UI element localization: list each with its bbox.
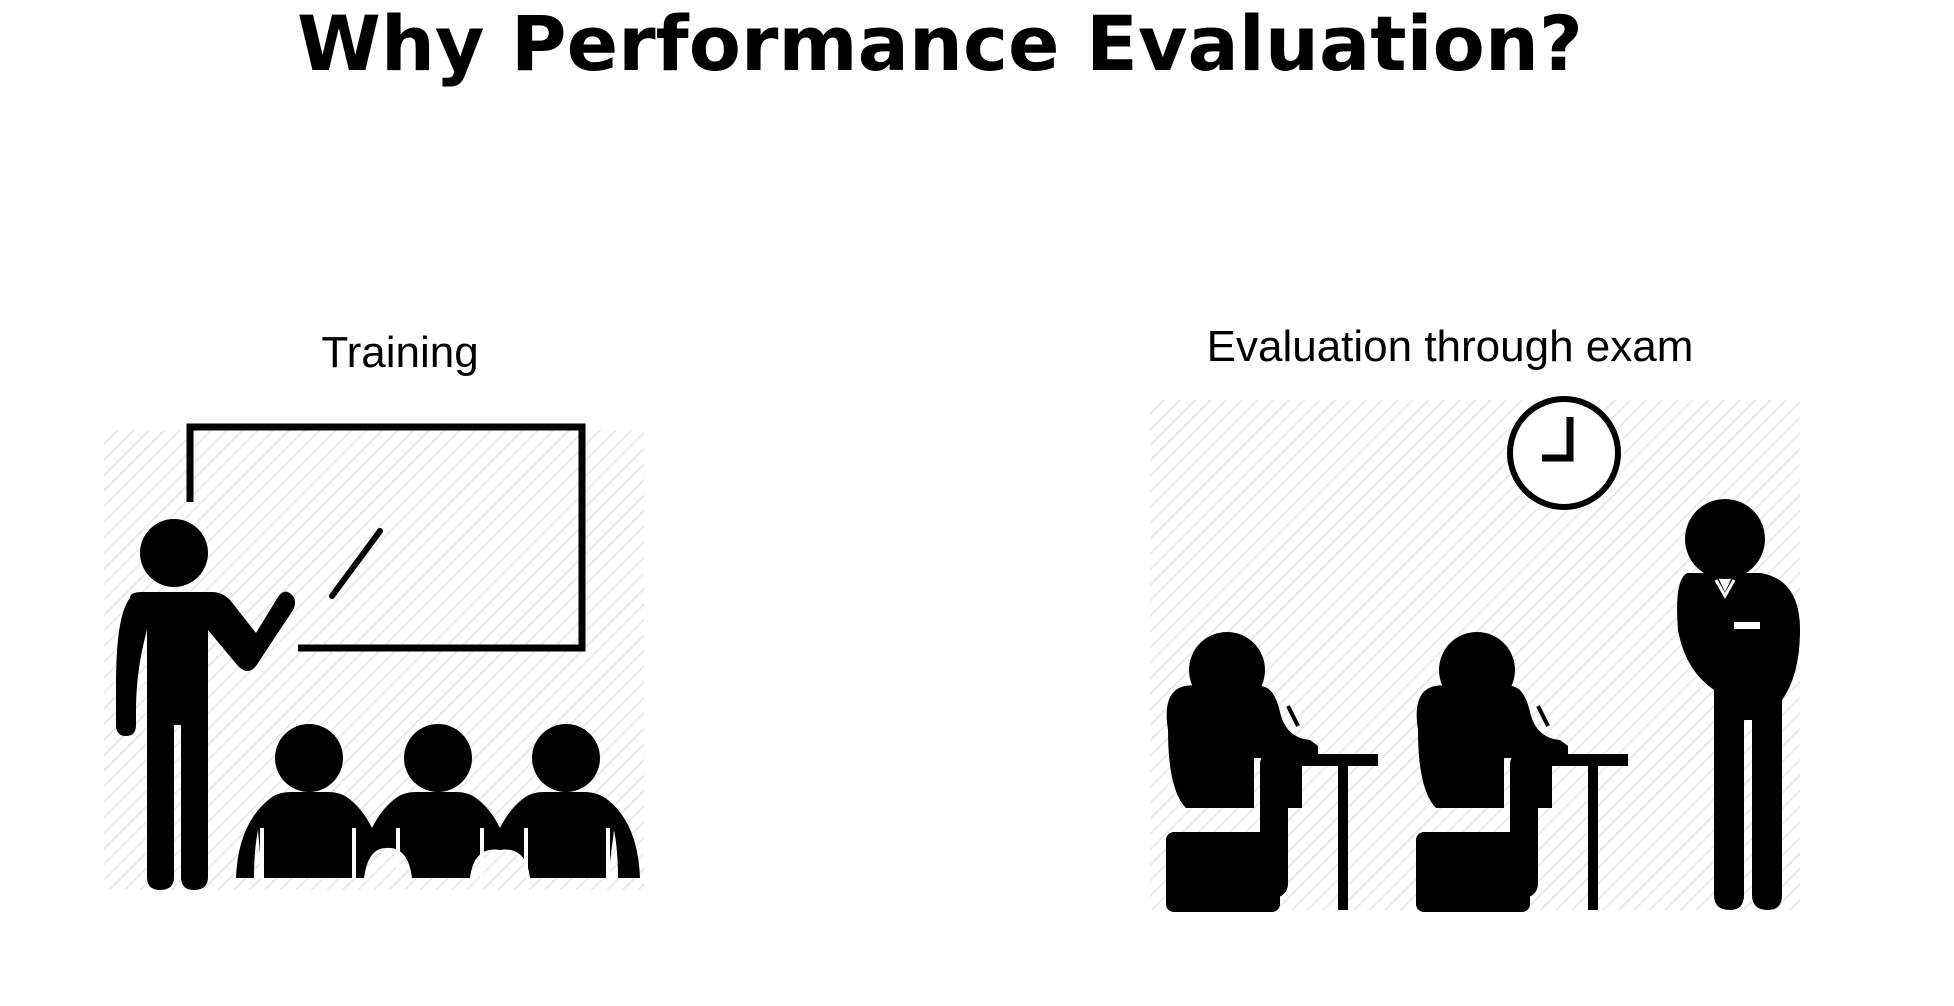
clock-icon [1507, 396, 1621, 510]
exam-student-icon [1416, 632, 1628, 912]
exam-student-icon [1166, 632, 1378, 912]
supervisor-icon [1677, 499, 1800, 910]
teacher-classroom-icon [90, 420, 660, 890]
training-illustration [116, 423, 640, 890]
teacher-icon [116, 519, 296, 890]
students-icon [236, 724, 640, 878]
exam-hall-icon [1150, 390, 1820, 915]
training-label: Training [321, 328, 479, 377]
slide-title: Why Performance Evaluation? [296, 0, 1584, 88]
pointer-icon [329, 528, 383, 599]
exam-illustration [1166, 396, 1800, 912]
whiteboard-icon [186, 423, 586, 652]
exam-label: Evaluation through exam [1206, 322, 1694, 371]
